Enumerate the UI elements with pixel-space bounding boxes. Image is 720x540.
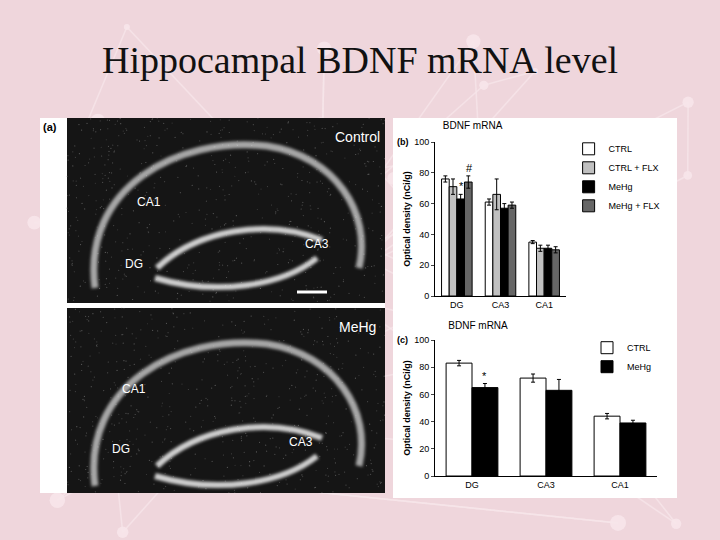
- svg-text:20: 20: [419, 444, 429, 454]
- svg-text:0: 0: [424, 291, 429, 301]
- svg-text:(b): (b): [397, 137, 409, 147]
- svg-text:BDNF mRNA: BDNF mRNA: [443, 120, 503, 131]
- svg-text:100: 100: [414, 335, 429, 345]
- svg-text:CA3: CA3: [305, 237, 329, 251]
- svg-text:(c): (c): [397, 335, 408, 345]
- svg-text:CA1: CA1: [122, 382, 146, 396]
- svg-text:MeHg: MeHg: [609, 182, 633, 192]
- html-text:Hippocampal BDNF mRNA level: Hippocampal BDNF mRNA level: [101, 39, 619, 81]
- svg-text:0: 0: [424, 471, 429, 481]
- svg-text:DG: DG: [450, 300, 464, 310]
- svg-text:#: #: [466, 162, 473, 174]
- svg-text:60: 60: [419, 199, 429, 209]
- svg-text:MeHg + FLX: MeHg + FLX: [609, 201, 660, 211]
- svg-text:Control: Control: [335, 129, 380, 145]
- svg-text:DG: DG: [112, 442, 130, 456]
- svg-text:60: 60: [419, 390, 429, 400]
- svg-text:CTRL: CTRL: [609, 144, 633, 154]
- svg-text:100: 100: [414, 137, 429, 147]
- svg-text:CTRL + FLX: CTRL + FLX: [609, 163, 659, 173]
- svg-text:Optical density (nCi/g): Optical density (nCi/g): [402, 360, 412, 456]
- svg-text:CA3: CA3: [289, 435, 313, 449]
- svg-text:80: 80: [419, 362, 429, 372]
- svg-text:CTRL: CTRL: [627, 343, 651, 353]
- svg-text:CA1: CA1: [611, 480, 629, 490]
- svg-text:CA1: CA1: [535, 300, 553, 310]
- svg-text:DG: DG: [465, 480, 479, 490]
- svg-text:*: *: [482, 370, 487, 382]
- svg-text:80: 80: [419, 168, 429, 178]
- svg-text:DG: DG: [125, 257, 143, 271]
- svg-text:CA3: CA3: [492, 300, 510, 310]
- svg-text:20: 20: [419, 260, 429, 270]
- svg-text:MeHg: MeHg: [627, 362, 651, 372]
- svg-text:CA3: CA3: [537, 480, 555, 490]
- svg-text:(a): (a): [43, 121, 57, 133]
- svg-text:Optical density (nCi/g): Optical density (nCi/g): [402, 171, 412, 267]
- svg-text:40: 40: [419, 417, 429, 427]
- svg-text:CA1: CA1: [137, 195, 161, 209]
- svg-text:*: *: [459, 180, 464, 192]
- svg-text:BDNF mRNA: BDNF mRNA: [448, 320, 508, 331]
- svg-text:MeHg: MeHg: [339, 319, 376, 335]
- svg-text:40: 40: [419, 230, 429, 240]
